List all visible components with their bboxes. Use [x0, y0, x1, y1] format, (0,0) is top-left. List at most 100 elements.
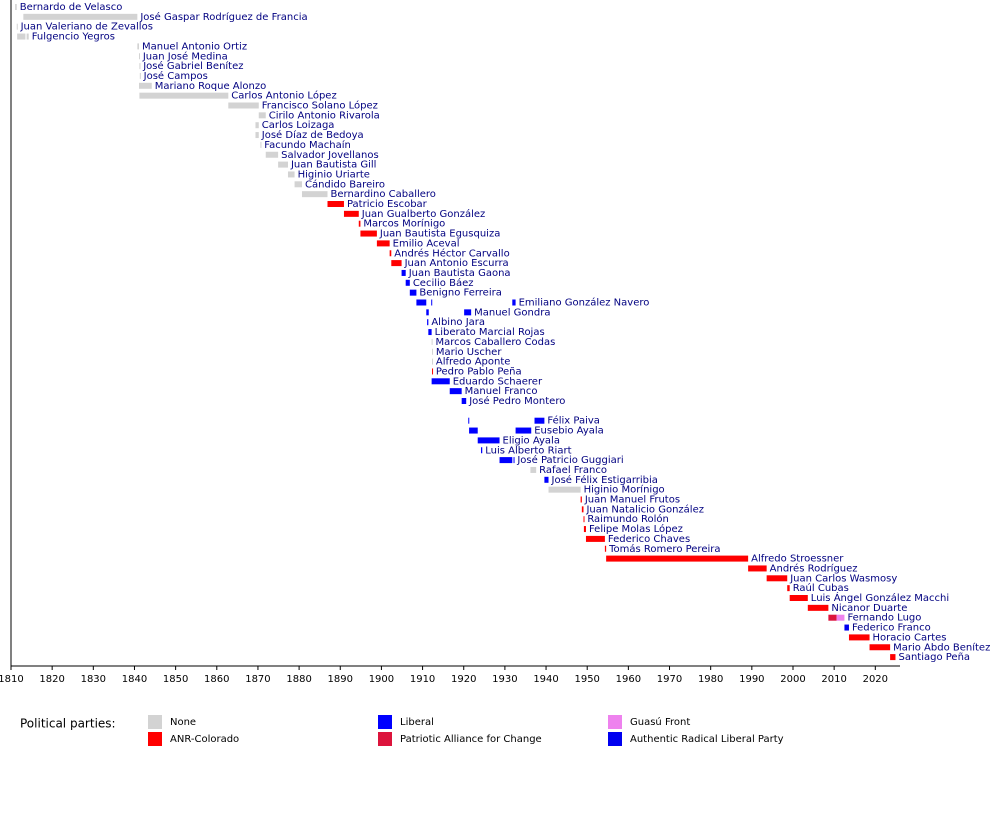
- term-bar: [512, 299, 516, 306]
- term-bar: [807, 604, 829, 611]
- president-name: Liberato Marcial Rojas: [435, 327, 545, 338]
- term-bar: [431, 338, 433, 345]
- president-name: José Campos: [143, 70, 208, 82]
- term-bar: [581, 506, 584, 513]
- president-name: Manuel Antonio Ortiz: [142, 41, 247, 52]
- term-bar: [499, 457, 513, 464]
- x-tick-label: 1980: [698, 674, 723, 685]
- term-bar: [481, 447, 483, 454]
- term-bar: [432, 348, 434, 355]
- president-name: Santiago Peña: [898, 652, 970, 663]
- x-tick-label: 1900: [369, 674, 394, 685]
- x-tick-label: 1840: [122, 674, 147, 685]
- term-bar: [530, 466, 537, 473]
- term-bar: [139, 72, 141, 79]
- term-bar: [255, 132, 259, 139]
- president-name: José Patricio Guggiari: [516, 454, 623, 466]
- president-name: Nicanor Duarte: [831, 603, 907, 614]
- x-tick-label: 1890: [328, 674, 353, 685]
- president-name: Patricio Escobar: [347, 199, 428, 210]
- term-bar: [461, 398, 467, 404]
- president-name: Felipe Molas López: [589, 523, 683, 535]
- president-name: Carlos Antonio López: [231, 90, 336, 102]
- president-name: Emilio Aceval: [393, 238, 460, 249]
- president-name: Rafael Franco: [539, 465, 607, 476]
- term-bar: [583, 516, 585, 523]
- term-bar: [389, 250, 392, 257]
- term-bar: [360, 230, 377, 237]
- president-name: Juan Bautista Gaona: [408, 268, 511, 279]
- x-tick-label: 1880: [286, 674, 311, 685]
- legend-label: Authentic Radical Liberal Party: [630, 734, 784, 745]
- term-bar: [294, 181, 302, 188]
- president-name: Eusebio Ayala: [534, 426, 604, 437]
- legend-swatch: [148, 732, 162, 746]
- legend-label: Patriotic Alliance for Change: [400, 734, 542, 745]
- president-name: Mario Abdo Benítez: [893, 641, 990, 653]
- president-name: Eduardo Schaerer: [453, 376, 543, 387]
- term-bar: [468, 417, 470, 424]
- x-tick-label: 1970: [657, 674, 682, 685]
- term-bar: [137, 43, 139, 50]
- x-tick-label: 1990: [739, 674, 764, 685]
- president-name: José Félix Estigarribia: [551, 474, 658, 486]
- president-name: Manuel Franco: [465, 386, 538, 397]
- term-bar: [432, 368, 434, 375]
- term-bar: [405, 279, 410, 286]
- term-bar: [534, 417, 545, 424]
- x-tick-label: 2000: [780, 674, 805, 685]
- president-name: Luis Ángel González Macchi: [811, 591, 949, 604]
- legend-swatch: [378, 732, 392, 746]
- term-bar: [848, 634, 870, 641]
- president-name: Raúl Cubas: [793, 582, 849, 594]
- president-name: Raimundo Rolón: [587, 513, 669, 525]
- term-bar: [477, 437, 500, 444]
- term-bar: [258, 112, 266, 119]
- term-bar: [890, 654, 896, 661]
- president-name: Federico Franco: [852, 623, 931, 634]
- x-tick-label: 1910: [410, 674, 435, 685]
- x-tick-label: 2020: [863, 674, 888, 685]
- term-bar: [409, 289, 417, 296]
- term-bar: [748, 565, 767, 572]
- president-name: Pedro Pablo Peña: [436, 366, 522, 377]
- president-name: Fernando Lugo: [847, 613, 921, 624]
- president-name: Andrés Héctor Carvallo: [394, 247, 509, 259]
- term-bar: [464, 309, 472, 316]
- term-bar: [416, 299, 427, 306]
- term-bar: [401, 269, 406, 276]
- x-tick-label: 1810: [0, 674, 24, 685]
- term-bar: [606, 555, 749, 562]
- president-name: Mariano Roque Alonzo: [155, 81, 266, 92]
- president-name: Juan Manuel Frutos: [584, 495, 680, 506]
- legend-title: Political parties:: [20, 717, 116, 731]
- president-name: Higinio Morínigo: [584, 484, 665, 496]
- president-name: Tomás Romero Pereira: [608, 543, 720, 555]
- term-bar: [428, 329, 432, 336]
- legend-swatch: [608, 715, 622, 729]
- president-name: Higinio Uriarte: [298, 169, 370, 180]
- term-bar: [16, 23, 18, 30]
- term-bar: [604, 545, 607, 552]
- term-bar: [265, 151, 279, 158]
- legend-label: Liberal: [400, 717, 434, 728]
- term-bar: [15, 4, 17, 10]
- term-bar: [515, 427, 532, 434]
- term-bar: [787, 585, 790, 592]
- president-name: José Pedro Montero: [468, 395, 565, 407]
- president-name: Eligio Ayala: [503, 435, 560, 446]
- x-tick-label: 1960: [616, 674, 641, 685]
- president-name: Horacio Cartes: [873, 632, 947, 643]
- president-name: Luis Alberto Riart: [485, 445, 571, 456]
- president-name: Manuel Gondra: [474, 307, 550, 318]
- term-bar: [278, 161, 288, 168]
- president-name: Emiliano González Navero: [519, 297, 650, 309]
- president-name: Bernardo de Velasco: [20, 2, 123, 13]
- president-name: Juan Gualberto González: [361, 208, 486, 220]
- term-bar: [301, 191, 328, 198]
- president-name: Alfredo Aponte: [436, 357, 511, 368]
- term-bar: [139, 92, 229, 99]
- x-tick-label: 1920: [451, 674, 476, 685]
- president-name: Marcos Caballero Codas: [435, 337, 555, 348]
